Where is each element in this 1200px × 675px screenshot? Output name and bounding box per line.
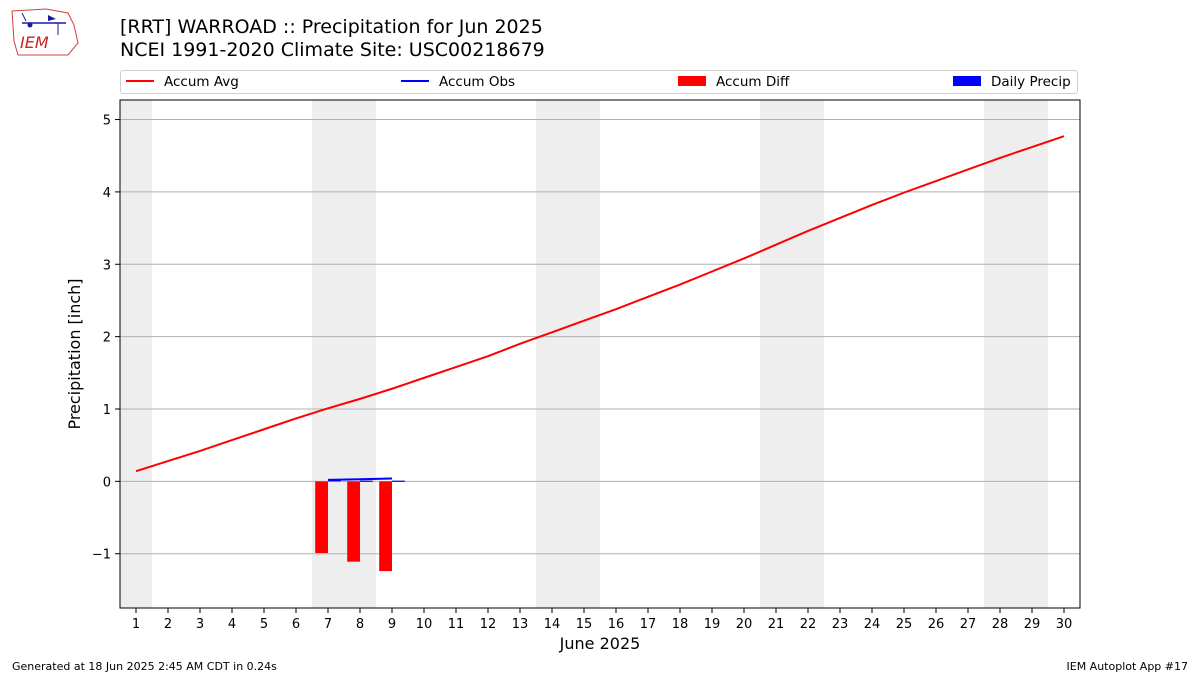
weekend-band xyxy=(984,100,1048,608)
x-tick-label: 21 xyxy=(768,617,785,632)
x-tick-label: 8 xyxy=(356,617,364,632)
x-tick-label: 19 xyxy=(704,617,721,632)
x-tick-label: 25 xyxy=(896,617,913,632)
bar-accum-diff xyxy=(379,481,392,572)
x-axis-ticks: 1 2 3 4 5 6 7 8 9 10 11 12 13 14 15 16 17 18 19 20 21 22 23 24 2… xyxy=(132,608,1072,632)
weekend-band xyxy=(536,100,600,608)
y-axis-ticks: −1 0 1 2 3 4 5 xyxy=(92,114,120,563)
legend-swatch-daily-precip xyxy=(953,76,981,86)
x-tick-label: 28 xyxy=(992,617,1009,632)
y-tick-label: −1 xyxy=(92,548,111,563)
x-tick-label: 12 xyxy=(480,617,497,632)
y-tick-label: 1 xyxy=(103,403,111,418)
x-tick-label: 13 xyxy=(512,617,529,632)
footer-app: IEM Autoplot App #17 xyxy=(1066,660,1189,673)
x-tick-label: 26 xyxy=(928,617,945,632)
grid-lines xyxy=(120,119,1080,555)
weekend-shading xyxy=(120,100,1048,608)
legend-item-accum-obs: Accum Obs xyxy=(401,74,515,90)
x-tick-label: 16 xyxy=(608,617,625,632)
bar-accum-diff xyxy=(347,481,360,562)
legend-item-accum-diff: Accum Diff xyxy=(678,74,789,90)
line-accum-obs xyxy=(327,477,393,481)
y-tick-label: 0 xyxy=(103,475,111,490)
plot-frame xyxy=(119,99,1081,609)
x-tick-label: 23 xyxy=(832,617,849,632)
y-axis-label: Precipitation [inch] xyxy=(65,278,84,429)
bar-daily-precip xyxy=(392,480,405,482)
legend-swatch-accum-avg xyxy=(126,80,154,82)
footer-generated: Generated at 18 Jun 2025 2:45 AM CDT in … xyxy=(12,660,277,673)
y-tick-label: 2 xyxy=(103,331,111,346)
iem-logo: IEM xyxy=(11,8,79,56)
legend-swatch-accum-diff xyxy=(678,76,706,86)
legend-label-accum-diff: Accum Diff xyxy=(716,74,790,90)
y-tick-label: 4 xyxy=(103,186,111,201)
x-tick-label: 1 xyxy=(132,617,140,632)
x-tick-label: 11 xyxy=(448,617,465,632)
x-tick-label: 29 xyxy=(1024,617,1041,632)
bar-accum-diff xyxy=(315,481,328,554)
x-tick-label: 24 xyxy=(864,617,881,632)
x-tick-label: 3 xyxy=(196,617,204,632)
logo-text: IEM xyxy=(20,33,49,52)
legend-label-accum-obs: Accum Obs xyxy=(439,74,516,90)
weekend-band xyxy=(120,100,152,608)
legend-label-daily-precip: Daily Precip xyxy=(991,74,1071,90)
legend: Accum Avg Accum Obs Accum Diff Daily Pre… xyxy=(120,70,1078,94)
legend-item-daily-precip: Daily Precip xyxy=(953,74,1071,90)
x-tick-label: 4 xyxy=(228,617,236,632)
y-tick-label: 5 xyxy=(103,114,111,129)
x-tick-label: 15 xyxy=(576,617,593,632)
x-tick-label: 30 xyxy=(1056,617,1073,632)
bars xyxy=(315,479,405,572)
weekend-band xyxy=(760,100,824,608)
line-accum-avg xyxy=(135,135,1065,473)
legend-label-accum-avg: Accum Avg xyxy=(164,74,239,90)
x-tick-label: 10 xyxy=(416,617,433,632)
x-tick-label: 22 xyxy=(800,617,817,632)
x-tick-label: 6 xyxy=(292,617,300,632)
chart-title: [RRT] WARROAD :: Precipitation for Jun 2… xyxy=(120,16,545,62)
x-tick-label: 2 xyxy=(164,617,172,632)
x-axis-label: June 2025 xyxy=(559,634,641,653)
legend-item-accum-avg: Accum Avg xyxy=(126,74,239,90)
title-line2: NCEI 1991-2020 Climate Site: USC00218679 xyxy=(120,39,545,61)
x-tick-label: 18 xyxy=(672,617,689,632)
bar-daily-precip xyxy=(360,480,373,482)
legend-swatch-accum-obs xyxy=(401,80,429,82)
x-tick-label: 9 xyxy=(388,617,396,632)
series-lines xyxy=(135,135,1065,481)
x-tick-label: 20 xyxy=(736,617,753,632)
title-line1: [RRT] WARROAD :: Precipitation for Jun 2… xyxy=(120,16,543,38)
x-tick-label: 7 xyxy=(324,617,332,632)
x-tick-label: 27 xyxy=(960,617,977,632)
x-tick-label: 14 xyxy=(544,617,561,632)
x-tick-label: 5 xyxy=(260,617,268,632)
x-tick-label: 17 xyxy=(640,617,657,632)
y-tick-label: 3 xyxy=(103,258,111,273)
